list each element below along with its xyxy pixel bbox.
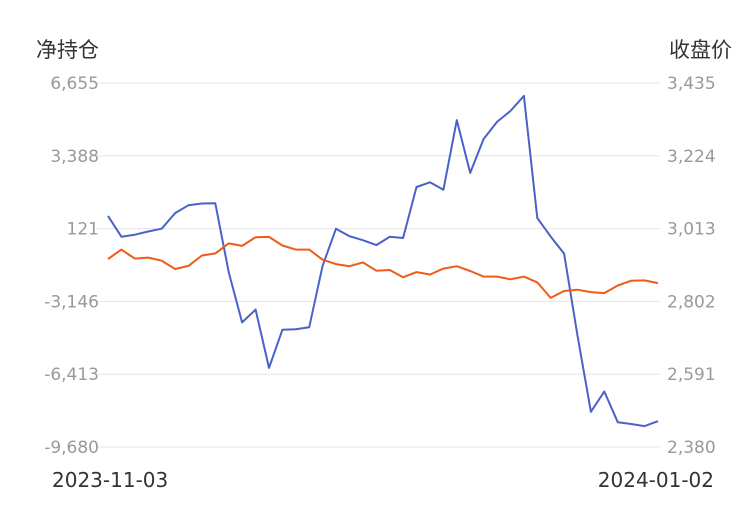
right-tick-label: 2,591 (667, 365, 716, 385)
right-axis-title: 收盘价 (669, 38, 732, 62)
right-tick-label: 3,013 (667, 220, 716, 240)
left-tick-label: 3,388 (50, 147, 99, 167)
left-axis-ticks: 6,655 3,388 121 -3,146 -6,413 -9,680 (44, 74, 99, 458)
right-tick-label: 3,224 (667, 147, 716, 167)
grid-lines (96, 82, 660, 448)
x-axis-start-label: 2023-11-03 (52, 468, 169, 492)
left-tick-label: 121 (67, 220, 99, 240)
close-price-line (107, 235, 659, 299)
series-lines (107, 94, 659, 428)
right-tick-label: 2,380 (667, 438, 716, 458)
right-tick-label: 3,435 (667, 74, 716, 94)
left-tick-label: -3,146 (44, 292, 99, 312)
left-tick-label: 6,655 (50, 74, 99, 94)
right-tick-label: 2,802 (667, 292, 716, 312)
net-position-line (107, 94, 659, 428)
right-axis-ticks: 3,435 3,224 3,013 2,802 2,591 2,380 (667, 74, 716, 458)
left-tick-label: -9,680 (44, 438, 99, 458)
x-axis-end-label: 2024-01-02 (597, 468, 714, 492)
left-axis-title: 净持仓 (36, 38, 99, 62)
left-tick-label: -6,413 (44, 365, 99, 385)
